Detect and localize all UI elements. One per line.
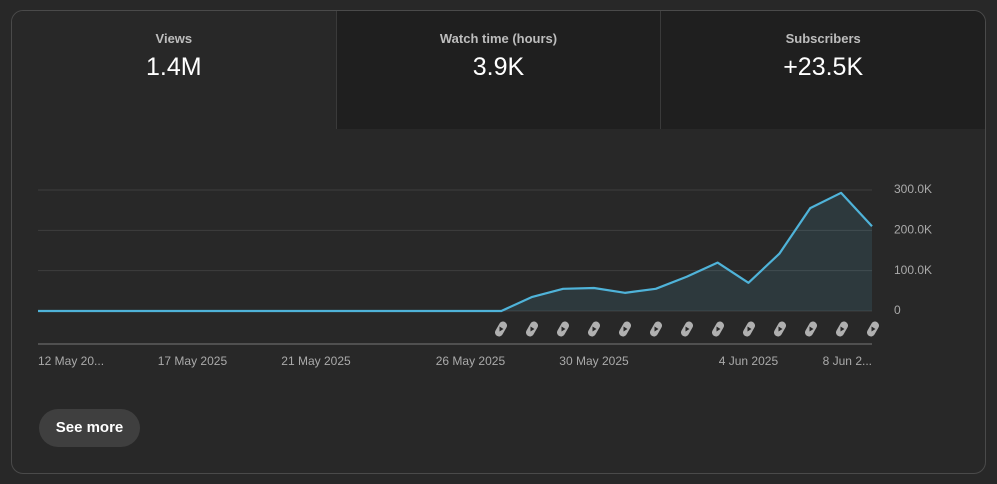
y-tick-label: 100.0K bbox=[894, 263, 932, 277]
shorts-icon[interactable] bbox=[711, 320, 726, 338]
shorts-icon[interactable] bbox=[587, 320, 602, 338]
x-tick-label: 17 May 2025 bbox=[158, 354, 228, 368]
tab[interactable]: Watch time (hours) 3.9K bbox=[335, 11, 661, 129]
x-tick-label: 21 May 2025 bbox=[281, 354, 351, 368]
shorts-icon[interactable] bbox=[773, 320, 788, 338]
tab-value: 1.4M bbox=[146, 53, 202, 81]
line bbox=[38, 191, 873, 313]
see-more-button[interactable]: See more bbox=[39, 409, 140, 447]
shorts-icon[interactable] bbox=[866, 320, 881, 338]
shorts-icon[interactable] bbox=[680, 320, 695, 338]
shorts-icon[interactable] bbox=[556, 320, 571, 338]
x-tick-label: 26 May 2025 bbox=[436, 354, 506, 368]
shorts-icon[interactable] bbox=[804, 320, 819, 338]
shorts-icon[interactable] bbox=[742, 320, 757, 338]
y-tick-label: 200.0K bbox=[894, 223, 932, 237]
tab-label: Subscribers bbox=[785, 31, 861, 46]
tab-label: Views bbox=[155, 31, 193, 46]
x-tick-label: 8 Jun 2... bbox=[823, 354, 872, 368]
shorts-icon[interactable] bbox=[835, 320, 850, 338]
x-tick-label: 12 May 20... bbox=[38, 354, 104, 368]
chart: 0 100.0K 200.0K 300.0K 12 May 20... 17 May 20… bbox=[38, 182, 932, 368]
shorts-icons bbox=[494, 320, 881, 338]
tabs: Views 1.4M Watch time (hours) 3.9K Subscri… bbox=[12, 11, 985, 129]
shorts-icon[interactable] bbox=[618, 320, 633, 338]
tab[interactable]: Views 1.4M bbox=[12, 11, 336, 129]
tab[interactable]: Subscribers +23.5K bbox=[660, 11, 985, 129]
tab-value: +23.5K bbox=[783, 53, 864, 81]
tab-value: 3.9K bbox=[472, 53, 525, 81]
area bbox=[38, 192, 872, 311]
shorts-icon[interactable] bbox=[649, 320, 664, 338]
x-tick-label: 4 Jun 2025 bbox=[719, 354, 779, 368]
shorts-icon[interactable] bbox=[494, 320, 509, 338]
y-tick-label: 300.0K bbox=[894, 182, 932, 196]
y-tick-label: 0 bbox=[894, 303, 901, 317]
shorts-icon[interactable] bbox=[525, 320, 540, 338]
tab-label: Watch time (hours) bbox=[439, 31, 558, 46]
x-tick-label: 30 May 2025 bbox=[559, 354, 629, 368]
card: Views 1.4M Watch time (hours) 3.9K Subscri… bbox=[11, 10, 986, 474]
